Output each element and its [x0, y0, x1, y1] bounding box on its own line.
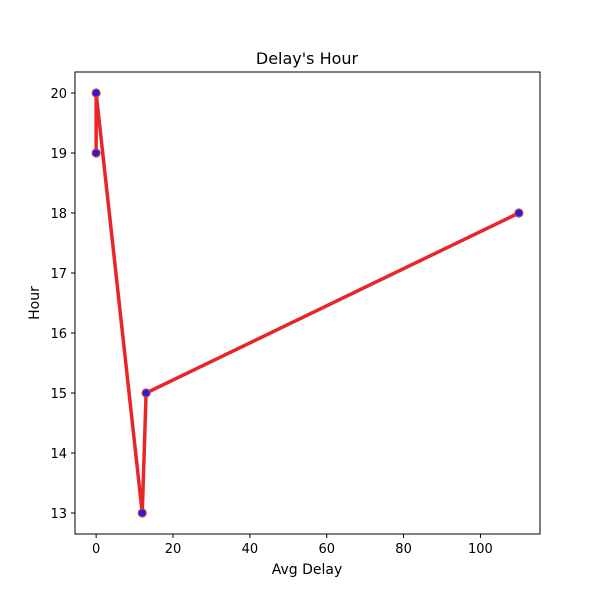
x-tick-label: 60: [318, 542, 335, 557]
x-tick-label: 20: [165, 542, 182, 557]
y-tick-label: 14: [50, 447, 67, 462]
x-tick-label: 40: [242, 542, 259, 557]
plot-frame: [74, 71, 541, 535]
y-axis: 13 14 15 16 17 18 19 20: [50, 87, 75, 522]
x-tick-label: 80: [395, 542, 412, 557]
y-tick-label: 16: [50, 327, 67, 342]
x-tick-label: 0: [92, 542, 100, 557]
y-tick-label: 17: [50, 267, 67, 282]
plot-area: [91, 88, 524, 518]
y-tick-label: 15: [50, 387, 67, 402]
y-tick-label: 18: [50, 207, 67, 222]
chart-title: Delay's Hour: [256, 49, 359, 68]
y-tick-label: 19: [50, 147, 67, 162]
data-point: [137, 508, 147, 518]
data-point: [514, 208, 524, 218]
y-tick-label: 13: [50, 507, 67, 522]
y-axis-label: Hour: [27, 286, 43, 320]
data-point: [91, 88, 101, 98]
x-tick-label: 100: [468, 542, 493, 557]
x-axis-label: Avg Delay: [272, 562, 343, 578]
data-point: [141, 388, 151, 398]
y-tick-label: 20: [50, 87, 67, 102]
data-point: [91, 148, 101, 158]
x-axis: 0 20 40 60 80 100: [92, 534, 493, 557]
series-line: [94, 91, 521, 515]
